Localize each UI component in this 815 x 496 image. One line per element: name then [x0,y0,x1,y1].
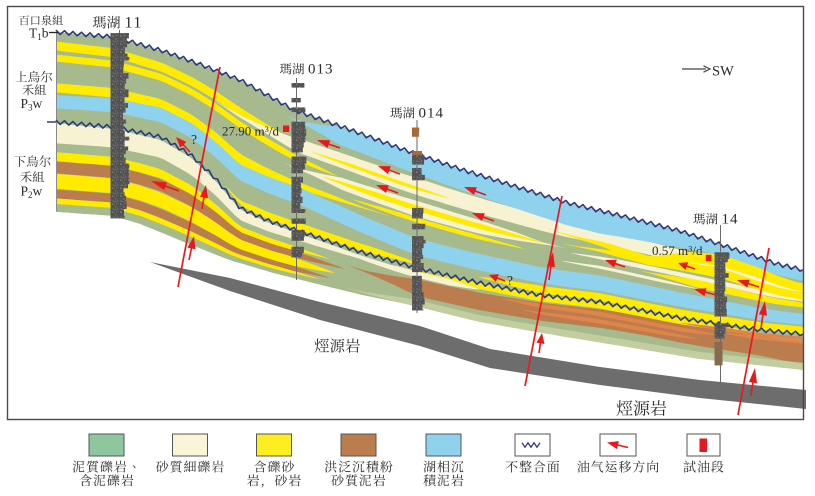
svg-text:?: ? [191,132,197,147]
svg-text:T1b: T1b [29,26,49,43]
svg-text:013: 013 [308,62,334,78]
svg-text:11: 11 [125,15,143,32]
svg-text:P3w: P3w [21,96,43,113]
svg-text:014: 014 [419,106,445,122]
svg-text:0.57 m3/d: 0.57 m3/d [652,243,703,258]
svg-text:27.90 m3/d: 27.90 m3/d [222,124,279,139]
svg-text:P2w: P2w [21,184,43,201]
svg-text:SW: SW [712,64,734,80]
svg-text:14: 14 [722,212,739,228]
svg-text:?: ? [507,273,513,288]
